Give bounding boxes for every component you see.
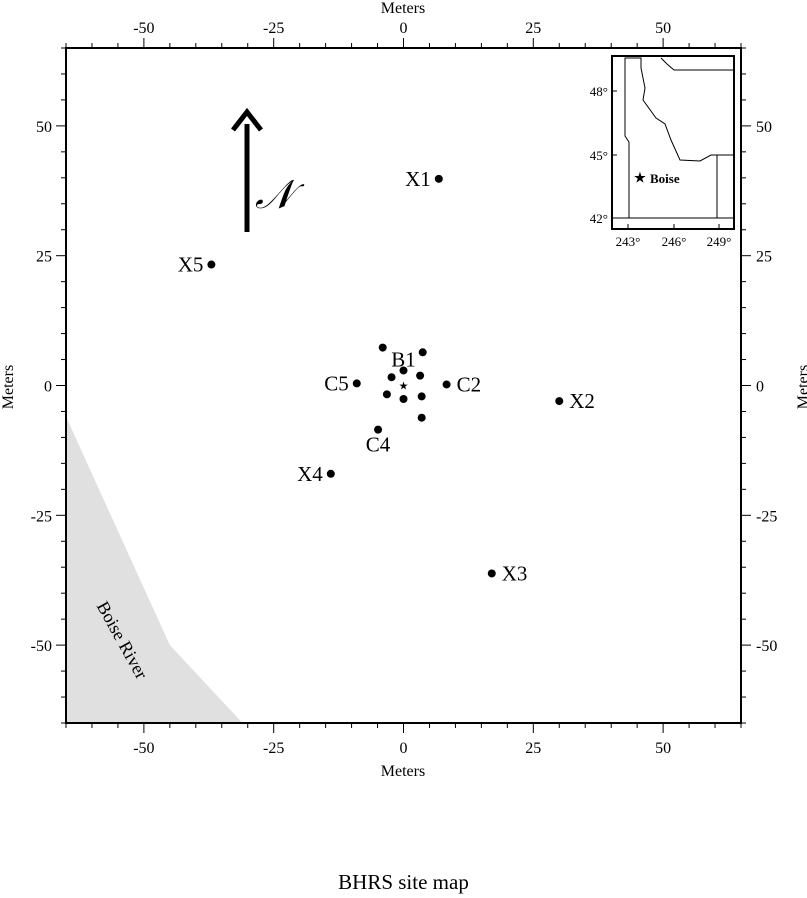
y-tick-label-left: -25	[31, 508, 52, 525]
x-tick-label-top: 25	[525, 20, 541, 37]
y-tick-label-right: -25	[756, 508, 777, 525]
well-label-x4: X4	[297, 462, 323, 486]
well-b1	[399, 366, 408, 375]
x-tick-label-top: -25	[263, 20, 284, 37]
well-label-c5: C5	[324, 371, 349, 395]
map-frame	[65, 47, 742, 724]
inset-lon-243: 243°	[616, 234, 641, 249]
figure-caption: BHRS site map	[338, 870, 469, 894]
axis-ticks: -50 -50 -50 -50 -25 -25 -25 -25 0 0 0 0 25 25 25 25 50 50…	[31, 20, 778, 757]
well-a2	[418, 348, 427, 357]
x-tick-label-bottom: 0	[400, 740, 408, 757]
boise-river-polygon	[66, 416, 243, 723]
y-tick-label-left: 25	[36, 249, 52, 266]
well-c2	[442, 380, 451, 389]
x-tick-label-bottom: -25	[263, 740, 284, 757]
north-arrow: 𝒩	[231, 107, 305, 232]
x-axis-title-bottom: Meters	[381, 763, 425, 780]
well-x2	[555, 397, 564, 406]
inset-ticks	[612, 90, 720, 229]
well-a1	[378, 343, 387, 352]
y-tick-label-left: 50	[36, 119, 52, 136]
wells: X1 X5 X2 X4 X3 C5 C2 C4 B1 ★	[178, 167, 595, 586]
x-tick-label-top: 50	[655, 20, 671, 37]
north-arrow-head	[231, 107, 263, 132]
well-label-c4: C4	[366, 433, 391, 457]
inset-frame	[611, 55, 735, 230]
well-a7	[399, 395, 408, 403]
well-label-x1: X1	[405, 167, 431, 191]
well-x1	[434, 174, 443, 183]
well-a8	[417, 413, 426, 422]
well-c5	[352, 379, 361, 388]
well-a5	[382, 390, 391, 399]
y-tick-label-right: 25	[756, 249, 772, 266]
inset-lon-246: 246°	[662, 234, 687, 249]
well-label-x3: X3	[502, 561, 528, 585]
inset-lat-48: 48°	[590, 84, 608, 99]
x-tick-label-bottom: -50	[133, 740, 154, 757]
river-area: Boise River	[66, 416, 243, 723]
well-a4	[416, 371, 425, 380]
montana-border	[660, 57, 734, 71]
inset-lat-45: 45°	[590, 148, 608, 163]
y-tick-label-right: 0	[756, 379, 764, 396]
center-star-marker: ★	[399, 381, 409, 393]
x-tick-label-bottom: 50	[655, 740, 671, 757]
x-tick-label-top: -50	[133, 20, 154, 37]
y-axis-title-left: Meters	[0, 365, 17, 409]
x-axis-title-top: Meters	[381, 0, 425, 17]
well-label-x2: X2	[569, 389, 595, 413]
inset-lon-249: 249°	[707, 234, 732, 249]
inset-lat-42: 42°	[590, 211, 608, 226]
inset-state-borders	[612, 57, 734, 219]
inset-locator-map: 48° 45° 42° 243° 246° 249° ★ Boise	[590, 55, 735, 249]
y-tick-label-right: -50	[756, 638, 777, 655]
north-label: 𝒩	[255, 172, 305, 217]
well-x5	[207, 260, 216, 269]
well-label-c2: C2	[457, 372, 482, 396]
y-axis-title-right: Meters	[795, 365, 807, 409]
idaho-outline	[624, 57, 718, 219]
y-tick-label-left: 0	[44, 379, 52, 396]
well-a3	[387, 373, 396, 382]
well-label-b1: B1	[391, 347, 416, 371]
well-c4	[374, 425, 383, 434]
well-x3	[487, 569, 496, 578]
well-x4	[326, 469, 335, 478]
y-tick-label-right: 50	[756, 119, 772, 136]
x-tick-label-top: 0	[400, 20, 408, 37]
well-a6	[417, 392, 426, 401]
y-tick-label-left: -50	[31, 638, 52, 655]
inset-city-label: Boise	[650, 171, 680, 186]
x-tick-label-bottom: 25	[525, 740, 541, 757]
well-label-x5: X5	[178, 253, 204, 277]
inset-city-star: ★	[634, 170, 646, 185]
